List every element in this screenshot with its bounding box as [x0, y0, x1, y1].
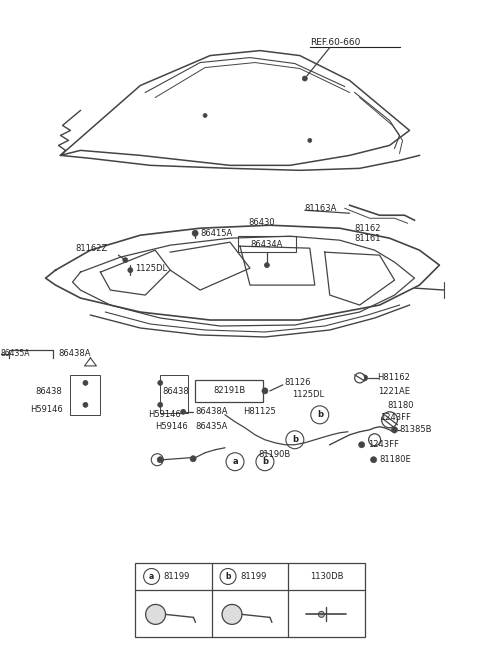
Text: b: b [262, 457, 268, 466]
Circle shape [359, 441, 365, 448]
Text: 1243FF: 1243FF [381, 413, 411, 422]
FancyBboxPatch shape [135, 562, 365, 638]
Circle shape [83, 402, 88, 407]
Circle shape [264, 262, 269, 268]
Text: 86438A: 86438A [59, 350, 91, 358]
Circle shape [180, 409, 186, 415]
Text: a: a [232, 457, 238, 466]
Circle shape [308, 138, 312, 142]
Text: 86434A: 86434A [251, 239, 283, 249]
Text: 1243FF: 1243FF [368, 440, 398, 449]
Text: 86438: 86438 [36, 387, 62, 396]
Text: a: a [149, 572, 154, 581]
Circle shape [226, 453, 244, 471]
Text: H81125: H81125 [243, 407, 276, 417]
Circle shape [262, 388, 268, 394]
Text: 81161: 81161 [355, 234, 381, 243]
Circle shape [286, 431, 304, 449]
Circle shape [311, 406, 329, 424]
Circle shape [203, 113, 207, 117]
Text: REF.60-660: REF.60-660 [310, 38, 360, 47]
Circle shape [220, 569, 236, 584]
Circle shape [222, 604, 242, 625]
Text: 86435A: 86435A [0, 350, 30, 358]
Text: H59146: H59146 [30, 405, 62, 415]
Circle shape [144, 569, 159, 584]
Text: b: b [225, 572, 231, 581]
Text: 81126: 81126 [285, 379, 312, 388]
Text: 81163A: 81163A [305, 204, 337, 213]
Text: 1130DB: 1130DB [310, 572, 343, 581]
Circle shape [392, 427, 397, 433]
Text: 81162: 81162 [355, 224, 381, 233]
FancyBboxPatch shape [195, 380, 263, 402]
Text: 1125DL: 1125DL [292, 390, 324, 400]
Text: H59146: H59146 [155, 422, 188, 431]
Circle shape [256, 453, 274, 471]
Circle shape [158, 402, 163, 407]
Text: 1125DL: 1125DL [135, 264, 168, 273]
Text: b: b [317, 410, 323, 419]
Text: 81180E: 81180E [380, 455, 411, 464]
Text: 81180: 81180 [387, 401, 414, 411]
Circle shape [158, 380, 163, 385]
Circle shape [192, 230, 198, 236]
Text: b: b [292, 436, 298, 444]
Text: 81190B: 81190B [259, 450, 291, 459]
Text: 81162Z: 81162Z [75, 243, 108, 253]
Circle shape [128, 268, 133, 273]
FancyBboxPatch shape [71, 375, 100, 415]
Text: 86435A: 86435A [195, 422, 228, 431]
Circle shape [318, 611, 324, 617]
Text: 81199: 81199 [240, 572, 266, 581]
Text: 81199: 81199 [164, 572, 190, 581]
FancyBboxPatch shape [238, 236, 296, 252]
Circle shape [157, 457, 163, 462]
Text: 1221AE: 1221AE [378, 387, 409, 396]
Text: H81162: H81162 [378, 373, 410, 382]
Circle shape [371, 457, 377, 462]
FancyBboxPatch shape [160, 375, 188, 413]
Circle shape [355, 373, 365, 383]
Circle shape [145, 604, 166, 625]
Text: H59146: H59146 [148, 410, 181, 419]
Text: 86415A: 86415A [200, 229, 232, 237]
Circle shape [361, 375, 368, 381]
Text: 86430: 86430 [249, 218, 275, 227]
Circle shape [190, 456, 196, 462]
Circle shape [302, 76, 307, 81]
Circle shape [83, 380, 88, 385]
Text: 82191B: 82191B [213, 386, 245, 396]
Text: 81385B: 81385B [399, 425, 432, 434]
Text: 86438: 86438 [162, 387, 189, 396]
Text: 86438A: 86438A [195, 407, 228, 417]
Circle shape [123, 258, 128, 262]
